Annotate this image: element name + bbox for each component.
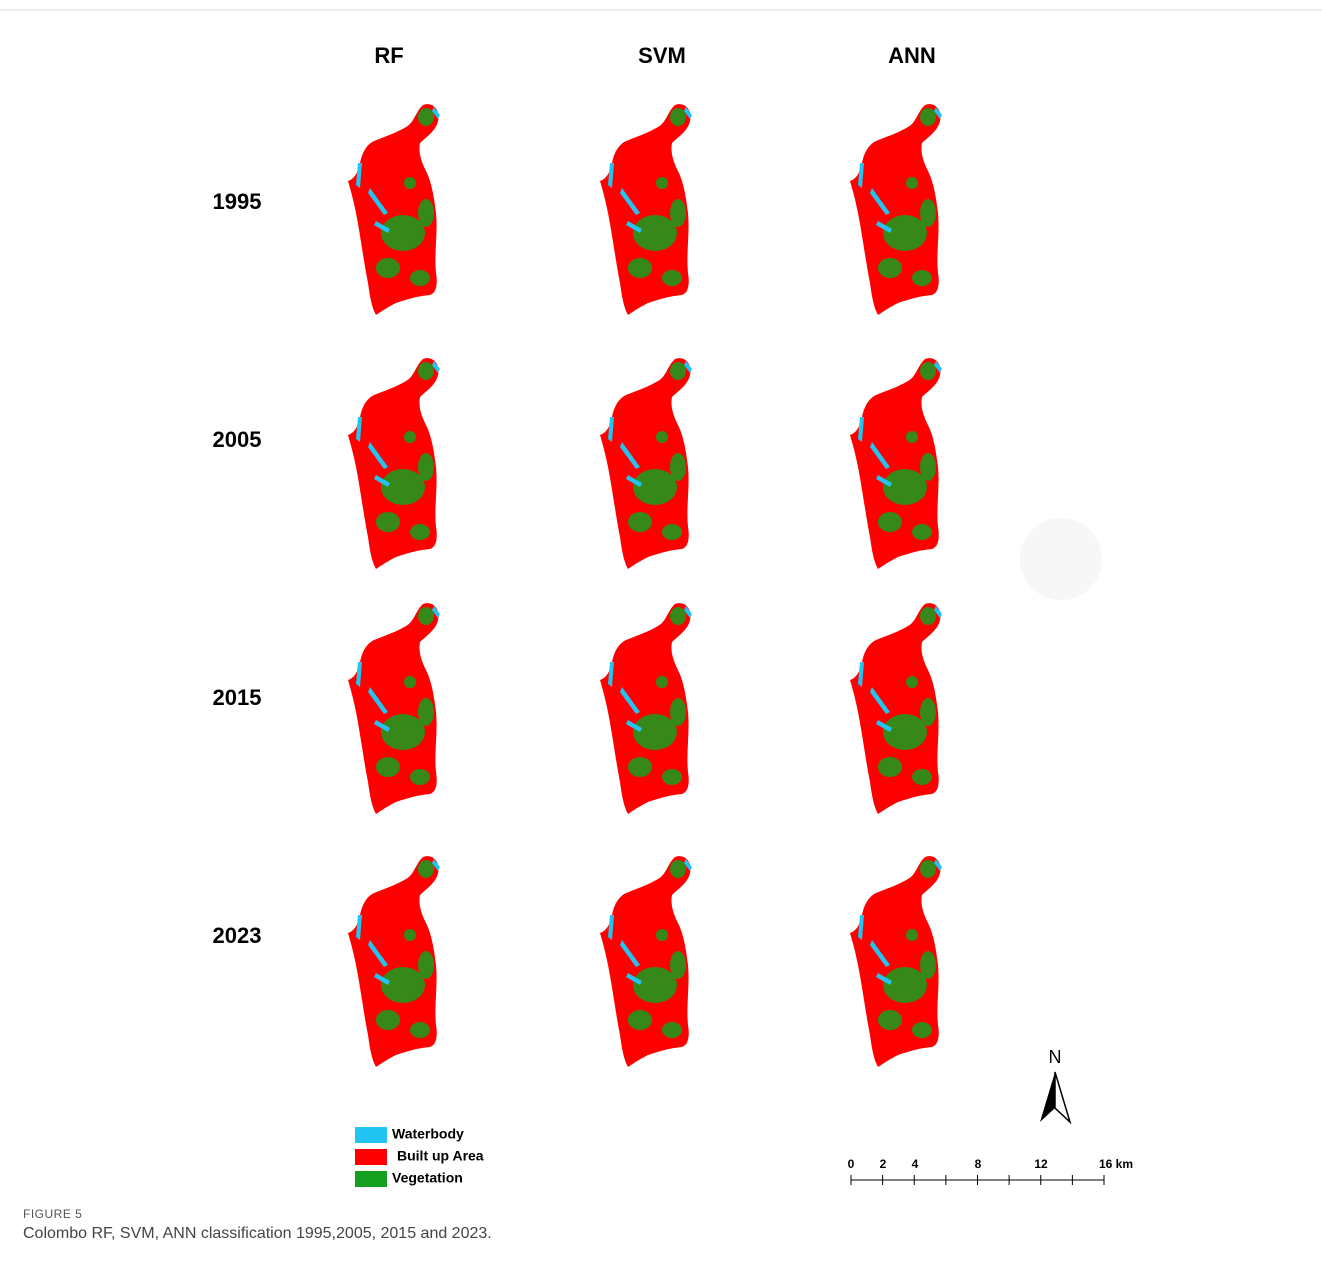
row-label: 1995 (213, 189, 262, 214)
scale-label: 0 (848, 1157, 855, 1171)
caption-label: FIGURE 5 (23, 1207, 82, 1221)
row-label: 2005 (213, 427, 262, 452)
row-label: 2015 (213, 685, 262, 710)
column-header: RF (374, 43, 403, 68)
classification-map (850, 358, 942, 569)
classification-map (600, 358, 692, 569)
classification-map (850, 603, 942, 814)
scale-label: 12 (1034, 1157, 1048, 1171)
scale-label: 2 (880, 1157, 887, 1171)
classification-map (348, 603, 440, 814)
scale-label: 8 (975, 1157, 982, 1171)
classification-map (348, 856, 440, 1067)
classification-map (348, 358, 440, 569)
legend-swatch (355, 1171, 387, 1187)
column-header: SVM (638, 43, 686, 68)
row-label: 2023 (213, 923, 262, 948)
scale-bar: 0 2 4 8 12 16 km (848, 1157, 1133, 1185)
north-arrow: N (1040, 1047, 1070, 1122)
classification-map (600, 603, 692, 814)
north-label: N (1049, 1047, 1062, 1067)
classification-map (600, 104, 692, 315)
classification-map (850, 104, 942, 315)
legend-label: Vegetation (392, 1170, 463, 1186)
classification-map (850, 856, 942, 1067)
legend-label: Waterbody (392, 1126, 464, 1142)
scale-label: 4 (912, 1157, 919, 1171)
classification-map (348, 104, 440, 315)
legend-swatch (355, 1149, 387, 1165)
column-header: ANN (888, 43, 936, 68)
scale-label: 16 km (1099, 1157, 1133, 1171)
decor-circle (1020, 518, 1102, 600)
figure-page: N 0 2 4 8 12 16 km FIGURE 5 Colombo RF, SVM, … (0, 0, 1322, 1269)
caption-text: Colombo RF, SVM, ANN classification 1995… (23, 1225, 492, 1242)
legend-swatch (355, 1127, 387, 1143)
classification-map (600, 856, 692, 1067)
legend-label: Built up Area (397, 1148, 484, 1164)
